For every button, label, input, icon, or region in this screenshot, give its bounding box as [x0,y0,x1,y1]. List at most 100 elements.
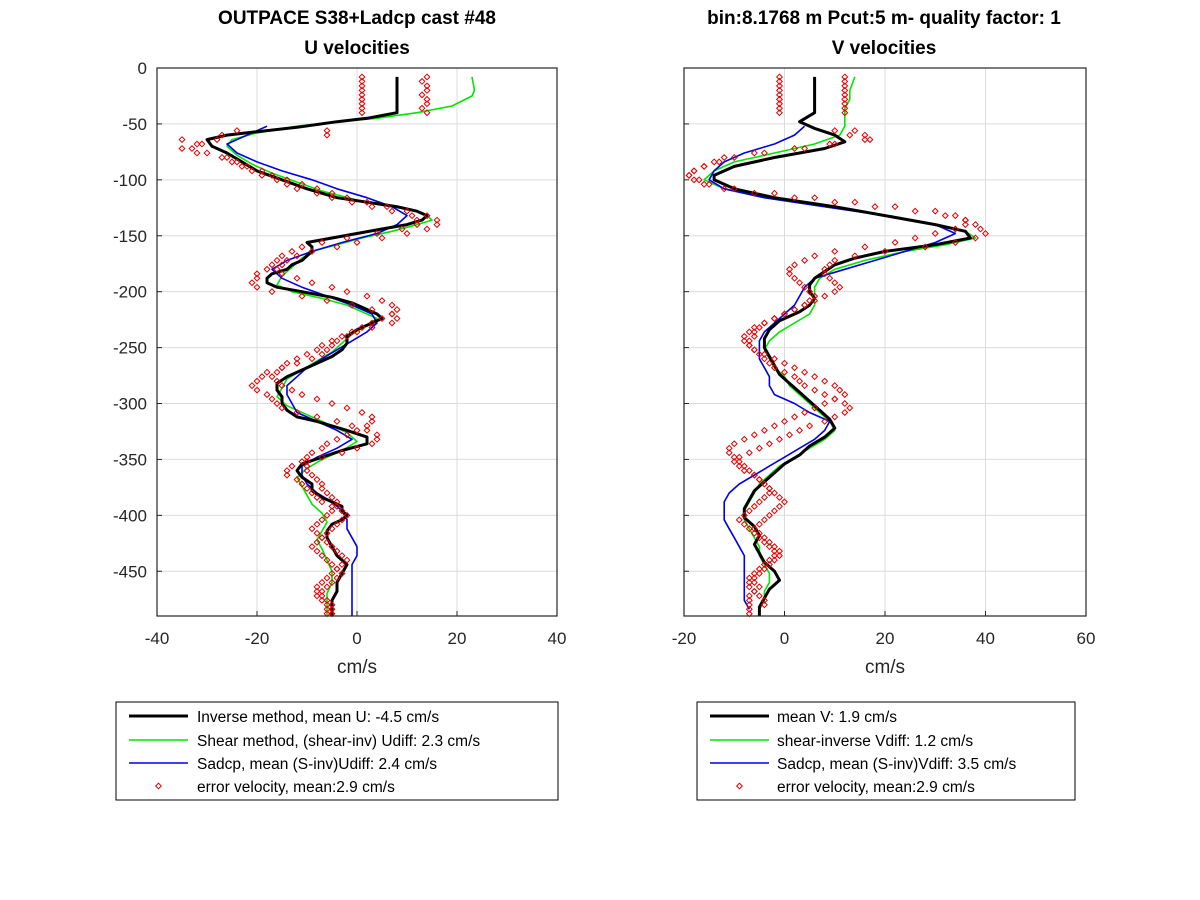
u-error-marker [408,212,416,220]
u-error-marker [323,529,331,537]
v-error-marker [796,377,804,385]
v-error-marker [725,449,733,457]
v-error-marker [770,489,778,497]
v-error-marker [760,493,768,501]
u-error-marker [243,162,251,170]
u-error-marker [308,247,316,255]
u-error-marker [188,145,196,153]
v-error-marker [695,176,703,184]
u-error-marker [343,556,351,564]
v-error-marker [770,422,778,430]
u-error-marker [238,162,246,170]
u-error-marker [423,109,431,117]
v-error-marker [831,382,839,390]
v-error-marker [750,149,758,157]
u-error-marker [323,574,331,582]
u-error-marker [328,189,336,197]
v-error-marker [951,225,959,233]
u-error-marker [308,543,316,551]
u-error-marker [353,238,361,246]
u-error-marker [328,194,336,202]
v-error-marker [775,86,783,94]
v-error-marker [700,180,708,188]
v-error-marker [745,601,753,609]
u-error-marker [318,552,326,560]
v-error-marker [811,297,819,305]
v-error-marker [765,556,773,564]
v-error-marker [775,502,783,510]
u-error-marker [378,234,386,242]
u-error-marker [343,234,351,242]
v-error-marker [951,238,959,246]
u-error-marker [268,395,276,403]
v-error-marker [750,574,758,582]
u-error-marker [318,444,326,452]
v-error-marker [710,158,718,166]
u-error-marker [313,520,321,528]
u-error-marker [308,471,316,479]
v-plot-title: bin:8.1768 m Pcut:5 m- quality factor: 1 [707,8,1061,29]
u-error-marker [303,350,311,358]
u-error-marker [343,194,351,202]
v-error-marker [730,453,738,461]
v-error-marker [745,583,753,591]
v-error-marker [745,507,753,515]
v-error-marker [770,543,778,551]
u-error-marker [328,543,336,551]
v-error-marker [765,489,773,497]
u-legend-box [115,701,559,801]
v-error-marker [760,355,768,363]
u-error-marker [318,453,326,461]
u-error-marker [273,256,281,264]
v-error-marker [831,127,839,135]
v-error-marker [791,373,799,381]
v-error-marker [786,270,794,278]
v-error-marker [801,283,809,291]
v-error-marker [755,592,763,600]
v-error-marker [831,247,839,255]
u-error-marker [373,230,381,238]
v-error-marker [841,95,849,103]
u-error-marker [203,149,211,157]
u-error-marker [313,476,321,484]
v-error-marker [941,212,949,220]
u-error-marker [368,319,376,327]
v-error-marker [745,605,753,613]
v-error-marker [841,91,849,99]
v-error-marker [861,131,869,139]
u-error-marker [258,171,266,179]
v-x-tick-label: 0 [780,629,789,648]
u-y-tick-label: -50 [122,115,147,134]
u-error-marker [358,73,366,81]
u-error-marker [268,171,276,179]
v-legend-swatch-3 [735,782,744,790]
u-error-marker [353,444,361,452]
u-error-marker [423,212,431,220]
v-error-marker [971,234,979,242]
v-error-marker [821,265,829,273]
v-error-marker [760,596,768,604]
u-x-axis-label: cm/s [337,657,377,678]
u-y-tick-label: -250 [113,339,147,358]
u-error-marker [338,332,346,340]
v-error-marker [760,538,768,546]
u-y-tick-label: 0 [138,59,147,78]
v-error-marker [765,359,773,367]
v-error-marker [730,440,738,448]
v-error-marker [735,462,743,470]
u-error-marker [368,440,376,448]
v-error-marker [831,279,839,287]
v-error-marker [826,140,834,148]
u-error-marker [343,404,351,412]
v-error-marker [931,230,939,238]
u-error-marker [313,592,321,600]
v-error-marker [851,198,859,206]
v-error-marker [841,73,849,81]
u-x-tick-label: -20 [245,629,270,648]
u-error-marker [318,341,326,349]
u-error-marker [333,498,341,506]
u-error-marker [358,109,366,117]
u-error-marker [298,243,306,251]
v-series-line-0 [712,76,972,616]
v-error-marker [750,587,758,595]
